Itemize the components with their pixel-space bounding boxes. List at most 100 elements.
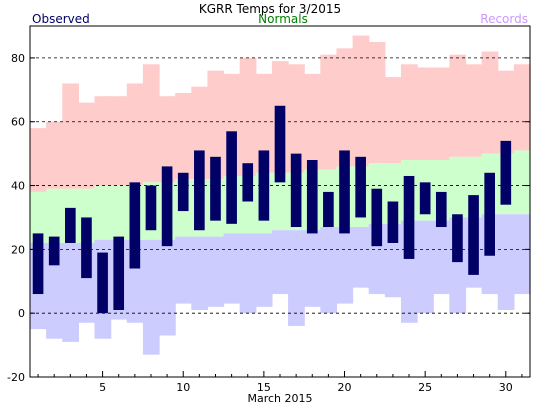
record-high-band [110,96,128,186]
x-tick-label: 25 [418,381,432,394]
record-low-band [223,233,241,304]
record-high-band [207,70,225,180]
observed-bar [452,214,463,263]
y-tick-label: 0 [18,307,25,320]
record-high-band [320,54,338,170]
record-high-band [497,70,515,154]
record-high-band [126,83,144,186]
record-high-band [336,48,354,167]
record-high-band [513,64,531,151]
record-low-band [175,236,192,304]
x-tick-label: 15 [257,381,271,394]
observed-bar [97,252,108,314]
observed-bar [113,236,125,310]
y-tick-label: -20 [7,371,25,384]
normal-band [271,172,289,231]
record-low-band [191,236,209,310]
x-tick-label: 30 [499,381,513,394]
record-high-band [78,102,96,189]
y-tick-label: 60 [11,116,25,129]
record-high-band [384,77,402,164]
y-tick-label: 20 [11,243,25,256]
record-high-band [481,51,499,154]
record-low-band [207,236,225,307]
observed-bar [339,150,350,234]
observed-bar [355,156,366,218]
record-high-band [46,121,63,189]
observed-bar [65,207,76,243]
observed-bar [210,156,221,221]
normal-band [110,185,128,240]
observed-bar [161,166,173,247]
record-low-band [288,230,305,326]
record-high-band [142,64,160,183]
record-high-band [465,64,483,157]
observed-bar [145,185,157,231]
record-high-band [159,96,176,183]
record-low-band [239,233,257,314]
y-tick-label: 80 [11,52,25,65]
record-low-band [159,239,176,336]
observed-bar [484,172,495,256]
observed-bar [258,150,270,221]
normal-band [30,191,47,243]
observed-bar [32,233,44,295]
observed-bar [419,182,431,215]
axes: -20 0 20 40 60 80 5 10 15 20 25 30 [7,25,531,394]
record-low-band [513,214,531,295]
record-low-band [304,230,321,307]
observed-bar [274,105,286,183]
record-low-band [352,227,370,288]
y-tick-label: 40 [11,180,25,193]
record-high-band [62,83,79,189]
record-high-band [30,128,47,192]
record-low-band [417,220,434,314]
observed-bar [81,217,92,279]
legend-records: Records [480,12,528,26]
x-tick-label: 10 [176,381,190,394]
observed-bar [323,191,334,228]
chart-title: KGRR Temps for 3/2015 [199,2,341,16]
observed-bar [290,153,302,228]
record-low-band [271,230,289,295]
normal-band [94,185,112,240]
record-low-band [336,227,354,304]
record-low-band [255,233,273,307]
record-low-band [46,242,63,339]
record-high-band [352,35,370,167]
observed-bar [177,172,189,212]
observed-bar [129,182,141,269]
record-high-band [94,96,112,186]
record-low-band [497,214,515,310]
record-high-band [175,93,192,180]
record-high-band [255,73,273,173]
record-high-band [449,54,467,157]
record-high-band [288,64,305,173]
record-high-band [368,41,386,164]
plot-area [30,35,531,355]
record-high-band [400,64,418,161]
record-low-band [142,239,160,355]
observed-bar [48,236,60,266]
normal-band [46,188,63,243]
x-tick-label: 20 [338,381,352,394]
record-low-band [62,242,79,342]
x-tick-label: 5 [99,381,106,394]
normal-band [513,150,531,215]
observed-bar [435,191,447,228]
record-high-band [239,57,257,176]
observed-bar [468,195,479,275]
observed-bar [387,201,399,243]
record-low-band [320,227,338,314]
observed-bar [242,163,254,202]
legend-normals: Normals [258,12,308,26]
observed-bar [194,150,205,231]
normal-band [449,156,467,218]
observed-bar [226,131,237,224]
legend-observed: Observed [32,12,90,26]
observed-bar [371,188,383,247]
observed-bar [500,140,512,205]
observed-bar [403,175,415,259]
observed-bar [306,160,318,234]
